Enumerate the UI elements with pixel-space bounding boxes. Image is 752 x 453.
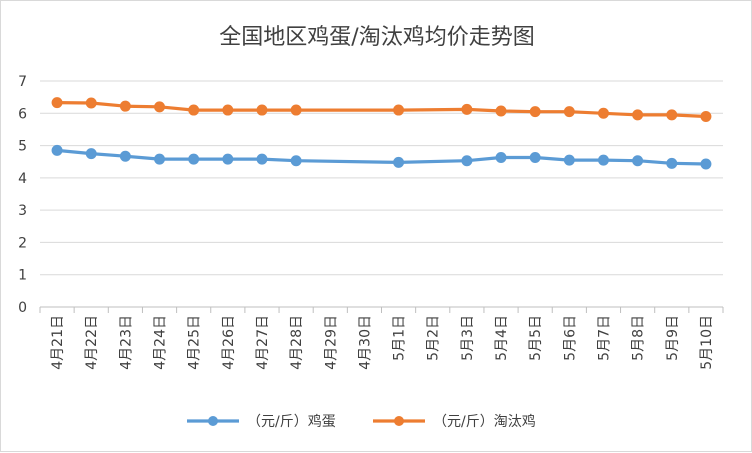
data-point	[700, 111, 712, 123]
data-point	[666, 109, 678, 121]
x-tick-label: 4月23日	[118, 315, 134, 370]
data-point	[597, 107, 609, 119]
y-tick-label: 6	[18, 106, 27, 122]
y-tick-label: 2	[18, 235, 27, 251]
data-point	[529, 106, 541, 118]
data-point	[632, 109, 644, 121]
x-tick-label: 5月9日	[665, 315, 681, 361]
data-point	[495, 105, 507, 117]
data-point	[188, 153, 200, 165]
data-point	[188, 104, 200, 116]
data-point	[529, 152, 541, 164]
data-point	[393, 156, 405, 168]
y-tick-label: 5	[18, 139, 27, 155]
data-point	[290, 104, 302, 116]
data-point	[119, 150, 131, 162]
data-point	[222, 104, 234, 116]
data-point	[563, 106, 575, 118]
x-tick-label: 5月3日	[460, 315, 476, 361]
x-tick-label: 5月4日	[494, 315, 510, 361]
data-point	[666, 157, 678, 169]
data-point	[154, 101, 166, 113]
x-tick-label: 4月27日	[255, 315, 271, 370]
data-point	[85, 97, 97, 109]
data-point	[461, 103, 473, 115]
data-point	[119, 100, 131, 112]
data-point	[290, 155, 302, 167]
y-tick-label: 3	[18, 203, 27, 219]
data-point	[632, 155, 644, 167]
data-point	[461, 155, 473, 167]
data-point	[563, 154, 575, 166]
x-tick-label: 5月1日	[392, 315, 408, 361]
x-tick-label: 4月22日	[84, 315, 100, 370]
x-tick-label: 5月5日	[528, 315, 544, 361]
data-point	[154, 153, 166, 165]
data-point	[85, 148, 97, 160]
legend-label: （元/斤）淘汰鸡	[433, 413, 536, 430]
x-tick-label: 5月2日	[426, 315, 442, 361]
x-tick-label: 5月7日	[596, 315, 612, 361]
data-point	[51, 97, 63, 109]
x-tick-label: 4月29日	[323, 315, 339, 370]
x-tick-label: 4月28日	[289, 315, 305, 370]
y-tick-label: 1	[18, 268, 27, 284]
x-tick-label: 5月10日	[699, 315, 715, 370]
data-point	[222, 153, 234, 165]
data-point	[51, 144, 63, 156]
chart-title: 全国地区鸡蛋/淘汰鸡均价走势图	[219, 25, 535, 50]
data-point	[597, 154, 609, 166]
x-tick-label: 5月8日	[631, 315, 647, 361]
x-tick-label: 4月30日	[357, 315, 373, 370]
y-tick-label: 7	[18, 74, 27, 90]
data-point	[700, 158, 712, 170]
x-tick-label: 4月25日	[187, 315, 203, 370]
data-point	[393, 104, 405, 116]
data-point	[495, 152, 507, 164]
y-tick-label: 0	[18, 300, 27, 316]
legend-marker	[208, 416, 218, 426]
data-point	[256, 104, 268, 116]
data-point	[256, 153, 268, 165]
x-tick-label: 5月6日	[562, 315, 578, 361]
legend-label: （元/斤）鸡蛋	[247, 413, 336, 430]
x-tick-label: 4月21日	[50, 315, 66, 370]
legend-marker	[394, 416, 404, 426]
x-tick-label: 4月24日	[153, 315, 169, 370]
x-tick-label: 4月26日	[221, 315, 237, 370]
y-tick-label: 4	[18, 171, 27, 187]
